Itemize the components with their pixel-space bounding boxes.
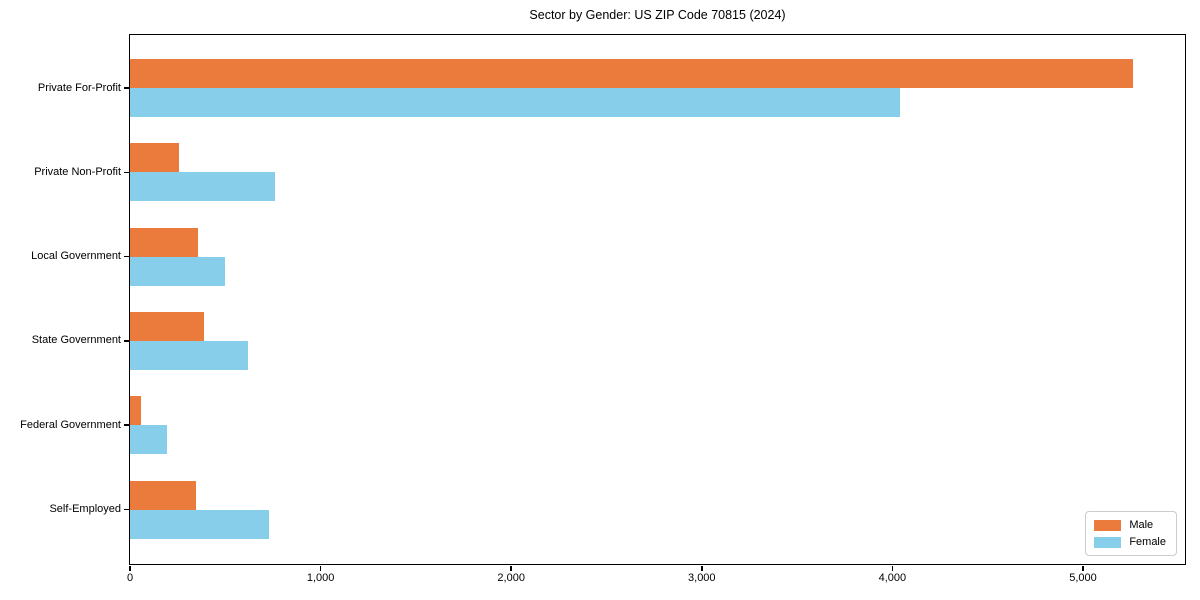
legend-item-male: Male [1094,519,1166,531]
y-axis-tick [123,171,129,174]
y-axis-tick [123,508,129,511]
y-axis-tick [123,424,129,426]
y-axis-tick [123,340,129,342]
bar-male-state-government [130,311,205,341]
x-axis-tick [319,565,322,571]
x-tick-label-4-000: 4,000 [878,572,907,584]
bar-male-local-government [130,227,198,257]
x-axis-tick [129,565,131,571]
y-axis-tick [123,255,129,258]
y-tick-label-state-government: State Government [31,334,121,347]
x-axis-tick [701,565,703,571]
legend-item-female: Female [1094,536,1166,548]
legend-label-female: Female [1129,536,1166,548]
x-axis-tick [1082,565,1084,571]
x-tick-label-3-000: 3,000 [688,572,716,584]
bar-male-private-non-profit [130,143,179,173]
x-tick-label-0: 0 [126,572,134,584]
legend-swatch-male [1094,519,1122,531]
bar-male-self-employed [130,480,196,510]
x-axis-tick [510,565,512,571]
bar-male-private-for-profit [130,59,1133,88]
y-tick-label-private-non-profit: Private Non-Profit [34,165,121,178]
bar-female-federal-government [130,425,168,455]
y-tick-label-self-employed: Self-Employed [49,503,121,515]
y-tick-label-local-government: Local Government [31,250,121,263]
bar-female-state-government [130,340,249,370]
bar-female-self-employed [130,509,270,539]
y-tick-label-private-for-profit: Private For-Profit [37,81,121,94]
x-tick-label-1-000: 1,000 [306,572,335,584]
chart-title: Sector by Gender: US ZIP Code 70815 (202… [529,8,786,22]
legend-label-male: Male [1129,519,1154,531]
x-axis-tick [891,565,894,571]
legend: Male Female [1085,511,1177,556]
x-tick-label-2-000: 2,000 [497,572,525,584]
bar-female-private-for-profit [130,88,900,117]
bar-female-local-government [130,256,226,286]
legend-swatch-female [1094,536,1122,548]
plot-area: 0 1,000 2,000 3,000 4,000 5,000 [123,34,1186,584]
bar-female-private-non-profit [130,172,275,202]
y-tick-label-federal-government: Federal Government [20,418,121,431]
bar-male-federal-government [130,396,142,426]
x-tick-label-5-000: 5,000 [1069,572,1097,584]
y-axis-tick [123,87,129,89]
